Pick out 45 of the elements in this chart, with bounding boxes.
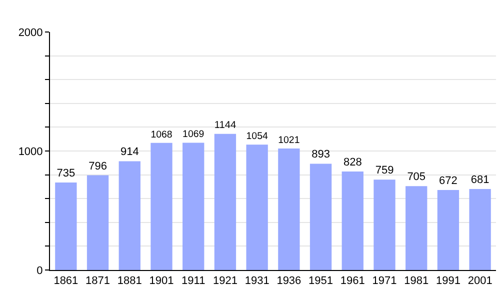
data-label: 705 — [407, 171, 426, 184]
bar — [86, 175, 109, 270]
bar — [469, 188, 491, 270]
x-tick-label: 1881 — [117, 275, 142, 288]
bar — [342, 171, 364, 270]
data-label: 796 — [88, 160, 107, 172]
data-label: 1054 — [246, 130, 268, 142]
x-tick-label: 1971 — [372, 275, 397, 288]
bar — [406, 186, 428, 270]
x-tick-label: 1921 — [212, 275, 238, 288]
data-label: 681 — [470, 174, 490, 186]
x-tick-label: 1871 — [86, 275, 110, 288]
bar — [118, 161, 140, 270]
x-tick-label: 2001 — [468, 275, 492, 288]
x-tick-label: 1936 — [276, 275, 302, 288]
y-tick-label: 2000 — [18, 26, 43, 39]
bar — [246, 144, 268, 270]
x-tick-label: 1991 — [436, 275, 460, 288]
bar — [182, 142, 204, 270]
data-label: 1144 — [214, 120, 236, 132]
bar — [214, 134, 236, 270]
x-tick-label: 1911 — [182, 275, 206, 288]
y-tick-label: 0 — [36, 264, 43, 277]
y-tick-label: 1000 — [18, 146, 43, 158]
bar — [374, 180, 396, 270]
data-label: 672 — [439, 175, 458, 188]
x-tick-label: 1951 — [308, 275, 334, 288]
data-label: 914 — [120, 146, 139, 158]
x-tick-label: 1981 — [404, 275, 429, 288]
data-label: 828 — [343, 156, 362, 168]
bar — [278, 148, 300, 270]
x-tick-label: 1961 — [340, 275, 365, 288]
data-label: 893 — [312, 148, 330, 161]
data-label: 1068 — [150, 129, 172, 140]
data-label: 759 — [375, 164, 394, 177]
data-label: 1069 — [182, 129, 204, 140]
bar — [437, 190, 460, 270]
bar — [55, 182, 77, 270]
bar — [150, 142, 172, 270]
data-label: 735 — [56, 168, 76, 180]
bar — [310, 164, 332, 270]
x-tick-label: 1931 — [244, 275, 270, 288]
data-label: 1021 — [278, 134, 300, 146]
x-tick-label: 1861 — [54, 275, 78, 288]
x-tick-label: 1901 — [149, 275, 174, 288]
